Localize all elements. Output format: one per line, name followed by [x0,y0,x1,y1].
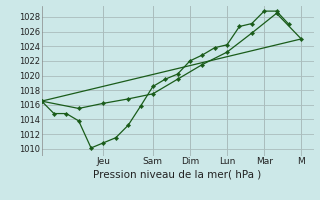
X-axis label: Pression niveau de la mer( hPa ): Pression niveau de la mer( hPa ) [93,169,262,179]
